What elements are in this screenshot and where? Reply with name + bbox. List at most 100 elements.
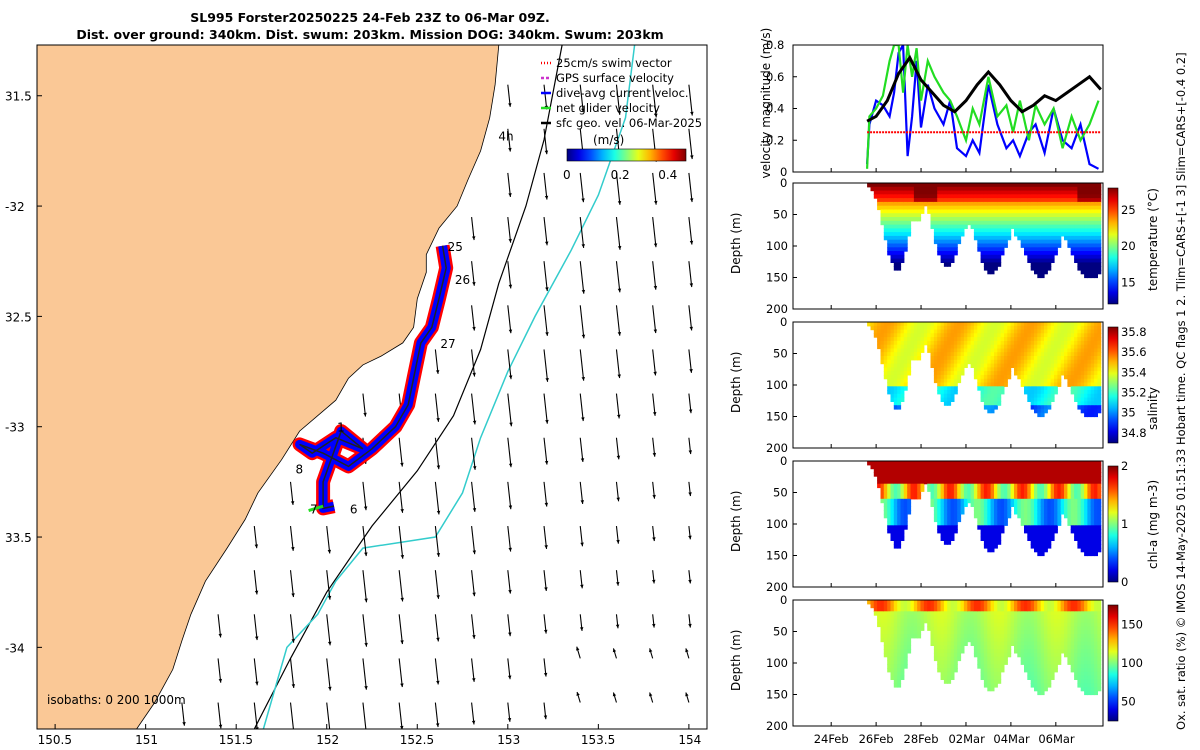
heatmap-cell <box>1074 254 1078 260</box>
heatmap-cell <box>897 634 902 639</box>
heatmap-cell <box>893 622 898 628</box>
heatmap-cell <box>947 529 952 534</box>
heatmap-cell <box>887 611 892 616</box>
heatmap-cell <box>1034 401 1038 406</box>
heatmap-cell <box>1020 337 1025 342</box>
heatmap-cell <box>970 468 975 473</box>
heatmap-cell <box>887 510 892 515</box>
heatmap-cell <box>897 603 902 609</box>
heatmap-cell <box>1050 472 1055 477</box>
heatmap-cell <box>870 183 875 188</box>
heatmap-cell <box>933 329 938 334</box>
heatmap-cell <box>983 495 988 500</box>
heatmap-cell <box>1030 247 1035 252</box>
heatmap-cell <box>1094 521 1098 526</box>
heatmap-cell <box>960 190 965 195</box>
heatmap-cell <box>1014 209 1018 214</box>
heatmap-cell <box>890 622 895 628</box>
heatmap-cell <box>977 479 982 485</box>
heatmap-cell <box>957 356 962 361</box>
heatmap-cell <box>1010 611 1015 616</box>
heatmap-cell <box>967 201 972 207</box>
heatmap-cell <box>987 495 992 500</box>
heatmap-cell <box>933 344 938 350</box>
heatmap-cell <box>997 262 1002 267</box>
heatmap-cell <box>1087 254 1092 260</box>
heatmap-cell <box>1044 190 1048 195</box>
heatmap-cell <box>903 209 908 214</box>
heatmap-cell <box>933 461 938 466</box>
heatmap-cell <box>1034 344 1038 350</box>
heatmap-cell <box>1084 540 1088 545</box>
heatmap-cell <box>963 333 968 338</box>
current-arrow <box>615 84 621 115</box>
heatmap-cell <box>1094 547 1098 553</box>
heatmap-cell <box>893 183 898 188</box>
heatmap-cell <box>953 363 958 368</box>
heatmap-cell <box>990 461 995 466</box>
heatmap-cell <box>947 367 952 372</box>
heatmap-cell <box>900 363 905 368</box>
heatmap-cell <box>1090 235 1095 241</box>
heatmap-cell <box>930 359 935 365</box>
heatmap-cell <box>1064 228 1068 233</box>
heatmap-cell <box>1004 359 1008 365</box>
heatmap-cell <box>1080 228 1085 233</box>
heatmap-cell <box>887 630 892 635</box>
heatmap-cell <box>937 194 942 199</box>
heatmap-cell <box>1070 224 1075 229</box>
heatmap-cell <box>970 491 975 496</box>
heatmap-cell <box>990 468 995 473</box>
heatmap-cell <box>997 513 1002 519</box>
heatmap-cell <box>890 352 895 357</box>
heatmap-cell <box>1040 683 1045 688</box>
heatmap-cell <box>947 356 952 361</box>
heatmap-cell <box>907 363 912 368</box>
heatmap-cell <box>1000 634 1005 639</box>
heatmap-cell <box>887 626 892 631</box>
heatmap-cell <box>1004 235 1008 241</box>
heatmap-cell <box>1090 363 1095 368</box>
heatmap-cell <box>883 495 888 500</box>
current-arrow <box>398 570 404 602</box>
heatmap-cell <box>1037 190 1042 195</box>
heatmap-cell <box>1017 340 1022 346</box>
heatmap-cell <box>903 190 908 195</box>
heatmap-cell <box>1094 183 1098 188</box>
heatmap-cell <box>893 540 898 545</box>
heatmap-cell <box>980 220 985 226</box>
heatmap-cell <box>907 618 912 624</box>
heatmap-cell <box>960 634 965 639</box>
heatmap-cell <box>913 217 918 222</box>
heatmap-cell <box>983 198 988 203</box>
heatmap-cell <box>953 656 958 662</box>
heatmap-cell <box>1080 190 1085 195</box>
heatmap-cell <box>977 198 982 203</box>
heatmap-cell <box>1020 333 1025 338</box>
heatmap-cell <box>967 607 972 612</box>
heatmap-cell <box>923 468 928 473</box>
heatmap-cell <box>947 649 952 654</box>
heatmap-cell <box>1037 393 1042 399</box>
heatmap-cell <box>893 630 898 635</box>
heatmap-cell <box>1094 247 1098 252</box>
heatmap-cell <box>897 251 902 256</box>
heatmap-cell <box>890 363 895 368</box>
heatmap-cell <box>1027 322 1032 327</box>
heatmap-cell <box>1067 322 1072 327</box>
heatmap-cell <box>1034 348 1038 353</box>
heatmap-cell <box>1097 213 1102 218</box>
heatmap-cell <box>977 194 982 199</box>
heatmap-cell <box>937 656 942 662</box>
heatmap-cell <box>990 679 995 684</box>
heatmap-ytick-label: 100 <box>766 517 788 531</box>
heatmap-cell <box>1030 529 1035 534</box>
heatmap-cell <box>1027 603 1032 609</box>
heatmap-cell <box>933 498 938 504</box>
heatmap-cell <box>1037 186 1042 192</box>
heatmap-cell <box>903 232 908 237</box>
heatmap-cell <box>1010 637 1015 643</box>
heatmap-cell <box>943 367 948 372</box>
heatmap-cell <box>913 476 918 481</box>
